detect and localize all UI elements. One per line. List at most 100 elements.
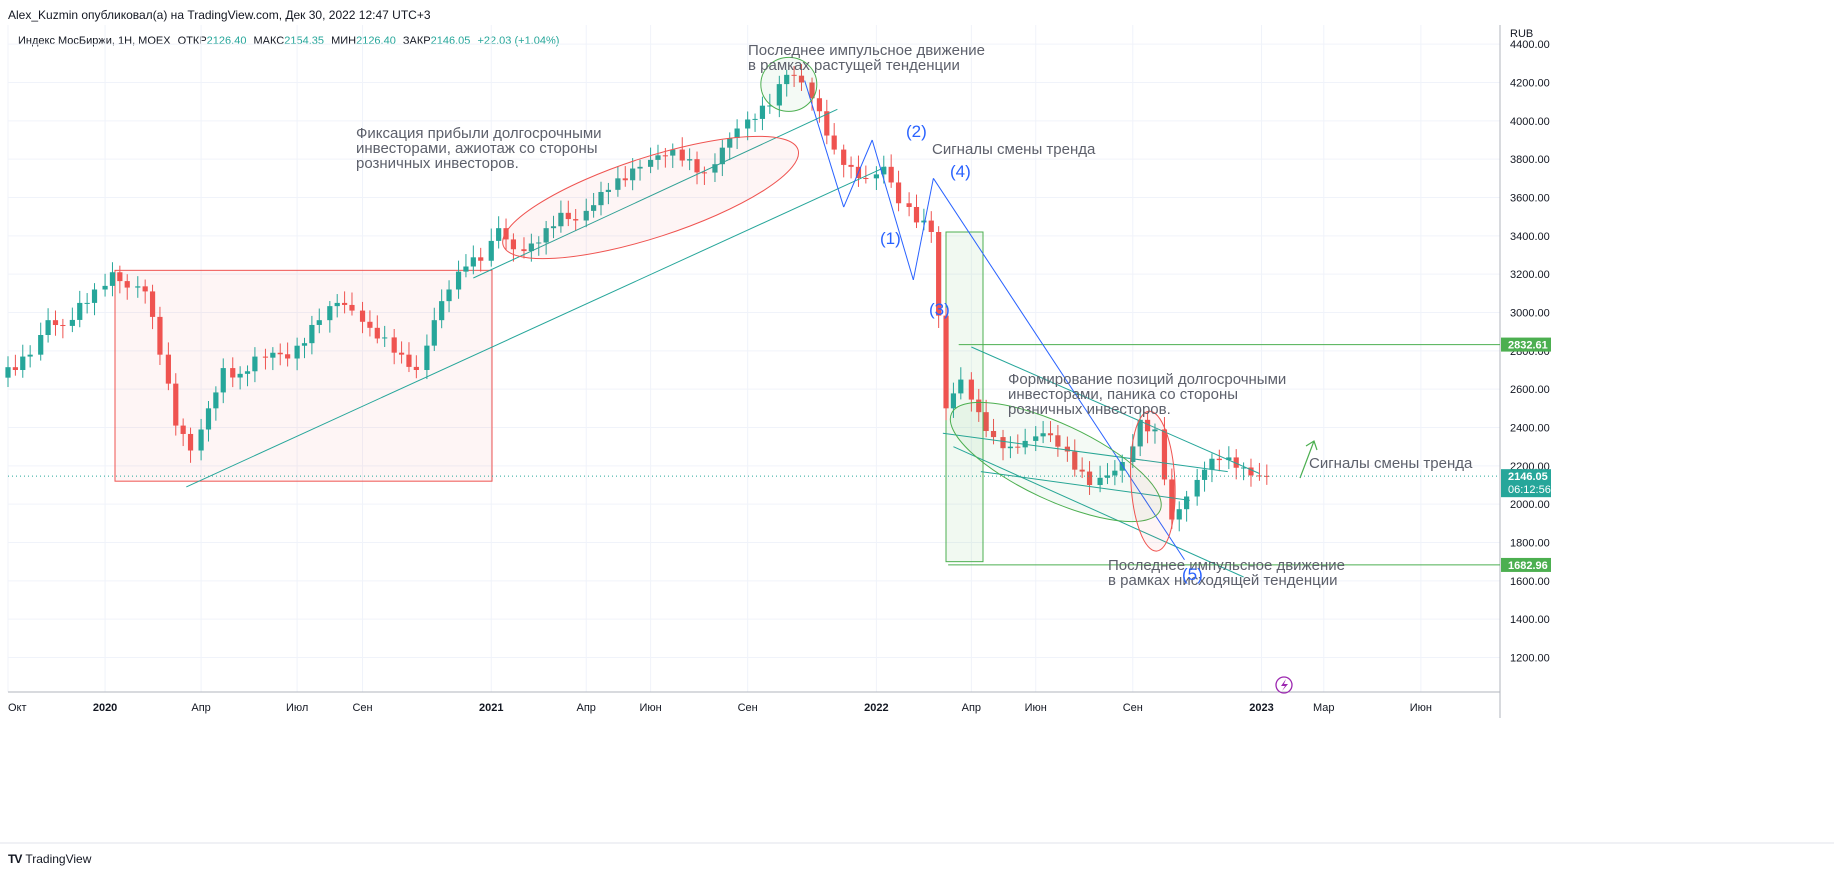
price-tag — [1501, 557, 1551, 572]
candle-down — [1064, 446, 1070, 452]
candle-down — [1055, 435, 1061, 447]
candle-up — [301, 343, 308, 346]
currency-label: RUB — [1510, 28, 1533, 40]
candle-up — [135, 286, 141, 288]
x-tick-label: 2023 — [1249, 702, 1273, 714]
candle-down — [679, 149, 685, 161]
candle-down — [824, 111, 830, 136]
candle-up — [615, 178, 621, 190]
candle-up — [198, 429, 204, 451]
candle-down — [173, 383, 179, 426]
y-tick-label: 3200.00 — [1510, 269, 1550, 281]
candle-up — [38, 335, 44, 355]
candle-down — [180, 425, 186, 434]
candle-down — [157, 316, 163, 355]
wave-label-5: (5) — [1182, 565, 1203, 584]
candle-up — [1240, 467, 1247, 469]
candle-down — [906, 203, 912, 207]
candle-up — [1112, 470, 1118, 476]
x-tick-label: 2020 — [93, 702, 117, 714]
y-tick-label: 1600.00 — [1510, 576, 1550, 588]
y-tick-label: 4400.00 — [1510, 39, 1550, 51]
candle-up — [767, 105, 773, 107]
x-tick-label: Сен — [1123, 702, 1143, 714]
falling-channel-mid — [980, 471, 1190, 501]
candle-up — [1130, 446, 1136, 462]
price-tag-value: 2146.05 — [1508, 471, 1548, 483]
candle-up — [496, 228, 502, 241]
candle-down — [359, 310, 366, 322]
candle-down — [990, 430, 997, 438]
candle-up — [647, 159, 654, 167]
candle-up — [382, 337, 388, 339]
y-tick-label: 3400.00 — [1510, 231, 1550, 243]
candle-down — [503, 228, 509, 240]
candle-down — [662, 155, 668, 157]
candle-down — [12, 367, 18, 370]
candle-up — [921, 220, 927, 223]
top-impulse-ellipse — [760, 56, 818, 112]
wave-label-1: (1) — [880, 229, 901, 248]
candle-up — [45, 320, 51, 336]
candle-up — [1040, 433, 1046, 437]
price-tag-value: 2832.61 — [1508, 340, 1548, 352]
candle-up — [270, 352, 276, 358]
candle-up — [294, 345, 300, 359]
annotation-accumulation: Формирование позиций долгосрочными инвест… — [1008, 371, 1286, 418]
candle-up — [27, 354, 33, 357]
falling-channel-bottom — [953, 446, 1244, 578]
candle-down — [1264, 475, 1270, 477]
candle-down — [1000, 437, 1006, 449]
candle-down — [1256, 475, 1263, 477]
footer-brand-label: TradingView — [25, 852, 92, 866]
candle-up — [605, 189, 611, 192]
lightning-icon — [1275, 676, 1293, 694]
candle-down — [124, 281, 130, 288]
candle-up — [91, 289, 98, 303]
candle-down — [341, 302, 348, 305]
candle-down — [142, 286, 148, 292]
y-tick-label: 1800.00 — [1510, 538, 1550, 550]
y-tick-label: 3000.00 — [1510, 308, 1550, 320]
candle-down — [1079, 469, 1085, 472]
footer-brand[interactable]: TV TradingView — [8, 852, 91, 866]
elliott-wave-segment — [932, 178, 1185, 561]
candle-down — [701, 172, 708, 174]
candle-down — [165, 354, 171, 384]
candle-down — [913, 206, 920, 223]
candle-up — [431, 320, 437, 346]
candle-up — [109, 272, 116, 286]
bottom-impulse-ellipse — [1130, 410, 1176, 552]
candle-down — [230, 368, 236, 378]
candle-down — [1072, 451, 1078, 470]
y-tick-label: 3600.00 — [1510, 193, 1550, 205]
candle-up — [334, 302, 340, 307]
candle-up — [77, 302, 83, 320]
candle-down — [1216, 458, 1222, 461]
candle-up — [309, 324, 315, 344]
candle-down — [1144, 419, 1151, 432]
wave-label-3: (3) — [929, 300, 950, 319]
candle-down — [60, 325, 66, 327]
x-tick-label: Мар — [1313, 702, 1335, 714]
candle-up — [252, 356, 258, 372]
candle-down — [895, 182, 902, 204]
candle-down — [478, 257, 484, 261]
x-tick-label: Июл — [286, 702, 308, 714]
candle-down — [1169, 479, 1175, 520]
candle-down — [1233, 457, 1239, 468]
candle-up — [752, 118, 758, 120]
annotation-trend-signal-2: Сигналы смены тренда — [1309, 455, 1473, 472]
candle-up — [463, 266, 469, 272]
candle-down — [1161, 429, 1168, 480]
candle-down — [831, 135, 837, 150]
publisher-line: Alex_Kuzmin опубликовал(а) на TradingVie… — [8, 8, 431, 22]
candle-up — [1137, 419, 1143, 447]
candle-down — [943, 315, 949, 409]
candle-up — [759, 105, 766, 119]
candle-down — [816, 98, 823, 112]
price-tag — [1501, 337, 1551, 352]
candle-up — [439, 301, 445, 321]
tradingview-logo-icon: TV — [8, 852, 22, 866]
